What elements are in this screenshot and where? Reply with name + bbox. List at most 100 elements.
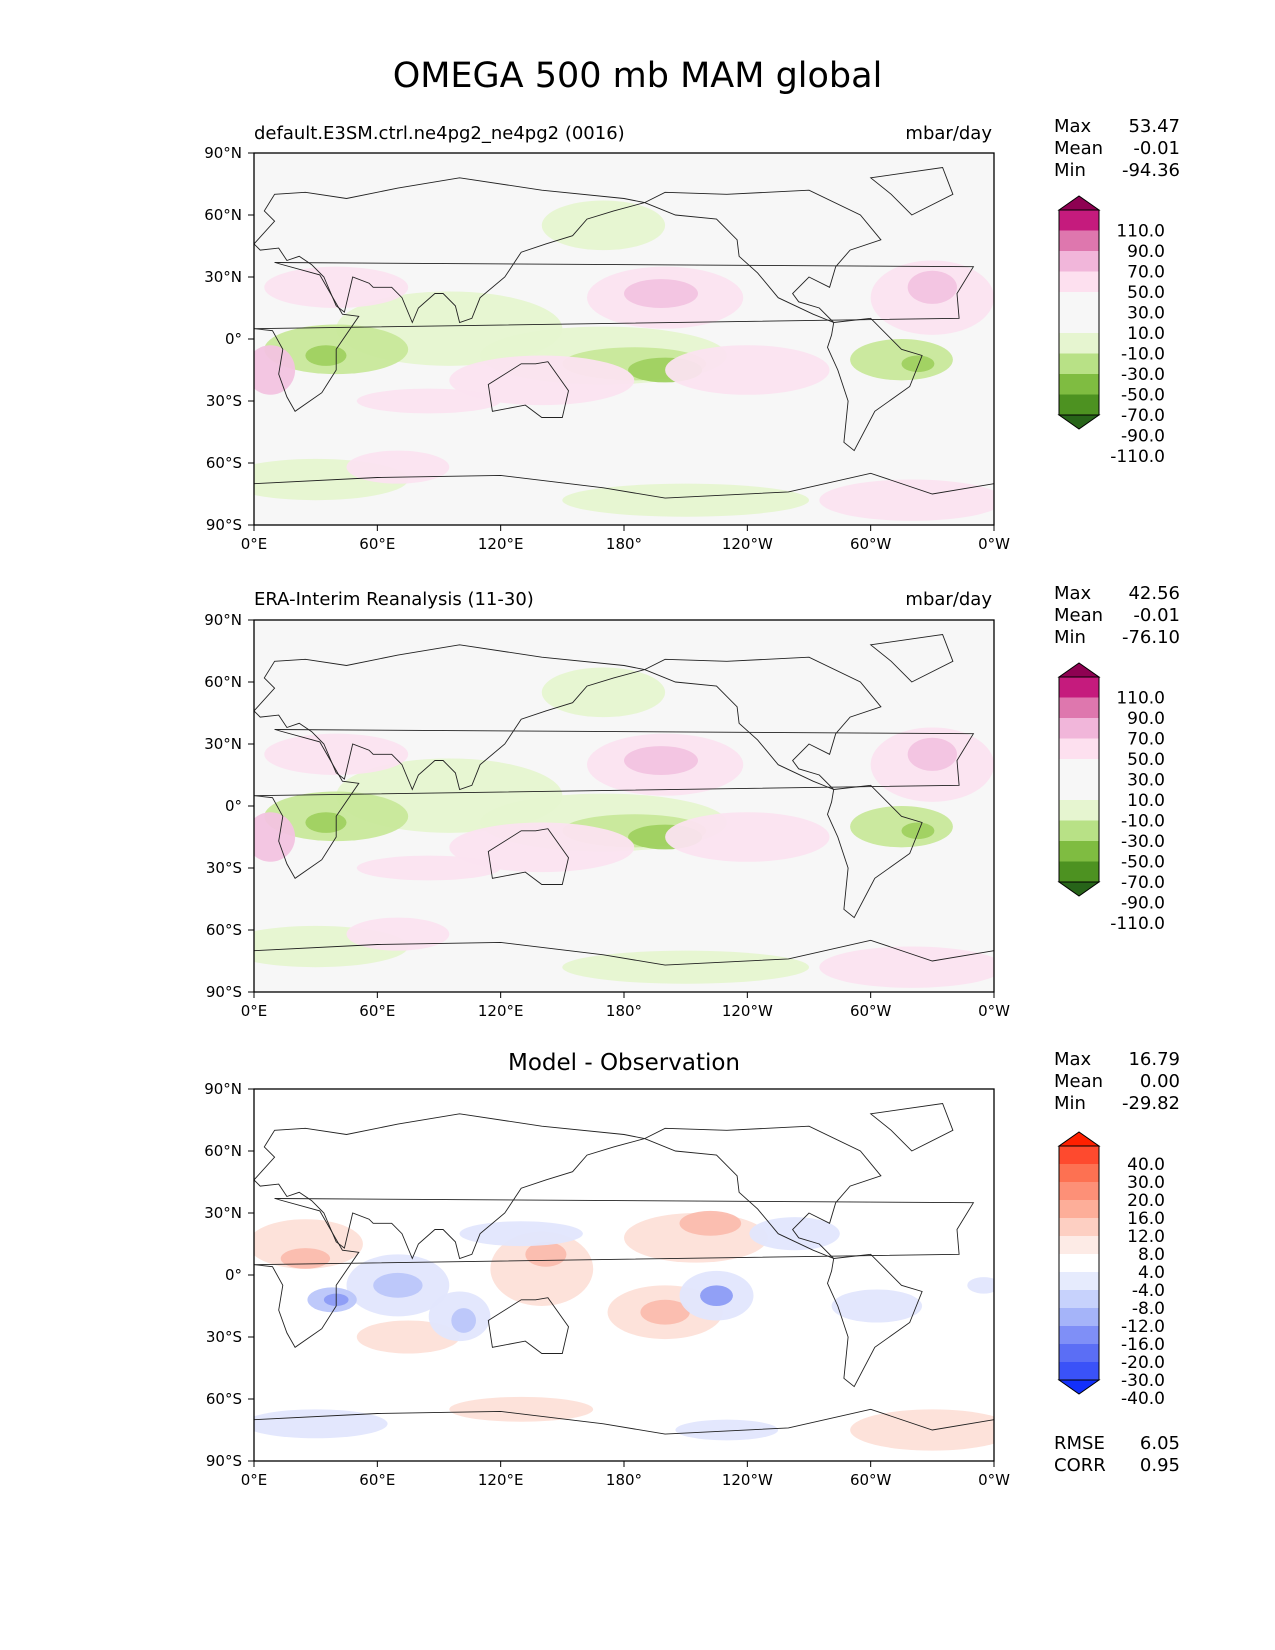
coastline-antarctica [254, 472, 994, 499]
field-contour [831, 1289, 923, 1323]
field-contour [907, 737, 957, 771]
colorbar-swatch [1059, 779, 1099, 800]
colorbar-tick-label: -90.0 [1121, 427, 1165, 447]
coastline-eurasia [254, 177, 645, 324]
colorbar-extend-max [1057, 1131, 1101, 1147]
lat-tick-label: 0° [225, 1266, 242, 1284]
stat-rmse: RMSE 6.05 [1054, 1433, 1180, 1454]
panel-3-stats: Max 16.79 Mean 0.00 Min -29.82 [1054, 1049, 1180, 1115]
lat-tick-label: 90°S [206, 516, 242, 534]
colorbar-tick-label: 40.0 [1127, 1155, 1165, 1175]
colorbar-frame [1058, 1145, 1100, 1381]
panel-3-error-stats: RMSE 6.05 CORR 0.95 [1054, 1433, 1180, 1477]
colorbar-extend-min [1057, 881, 1101, 897]
colorbar-swatch [1059, 1218, 1099, 1236]
lat-tick-label: 60°S [206, 1390, 242, 1408]
map-panel-1: 90°N 60°N 30°N 0° 30°S 60°S 90°S0°E 60°E 120°E 18… [204, 144, 1010, 553]
colorbar-tick-label: -4.0 [1132, 1281, 1165, 1301]
panel-2-units: mbar/day [905, 589, 992, 610]
lat-tick-label: 90°N [204, 1080, 242, 1098]
field-contour [254, 345, 296, 395]
coastline-australia [487, 828, 569, 885]
stat-mean: Mean -0.01 [1054, 605, 1180, 626]
colorbar-tick-label: 90.0 [1127, 709, 1165, 729]
coastlines [254, 1103, 994, 1435]
coastline-n-america [643, 1125, 882, 1259]
colorbar-swatch [1059, 1200, 1099, 1218]
colorbar-swatch [1059, 861, 1099, 882]
colorbar-tick-label: 70.0 [1127, 730, 1165, 750]
coastline-africa [254, 1198, 975, 1348]
coastline-australia [487, 361, 569, 418]
colorbar-tick-label: -110.0 [1110, 447, 1165, 467]
panel-1-stats: Max 53.47 Mean -0.01 Min -94.36 [1054, 116, 1180, 182]
colorbar-tick-label: -110.0 [1110, 914, 1165, 934]
lon-tick-label: 120°W [722, 1002, 773, 1020]
coastline-n-america [643, 189, 882, 323]
field-contour [562, 950, 810, 984]
colorbar-tick-label: 50.0 [1127, 283, 1165, 303]
field-contour [459, 1221, 583, 1247]
stat-min: Min -76.10 [1054, 627, 1180, 648]
lon-tick-label: 120°E [478, 1002, 524, 1020]
colorbar-swatch [1059, 1164, 1099, 1182]
field-contour [679, 1210, 742, 1236]
lat-tick-label: 30°S [206, 1328, 242, 1346]
colorbar-tick-label: -12.0 [1121, 1317, 1165, 1337]
lon-tick-label: 120°W [722, 1471, 773, 1489]
colorbar-swatch [1059, 1182, 1099, 1200]
coastline-greenland [869, 1103, 954, 1152]
colorbar-tick-label: -70.0 [1121, 406, 1165, 426]
lon-tick-label: 180° [606, 1471, 642, 1489]
coastline-greenland [869, 634, 954, 683]
field-contour [700, 1285, 733, 1306]
lon-tick-label: 60°E [359, 1471, 395, 1489]
field-contour [819, 479, 994, 521]
colorbar-swatch [1059, 230, 1099, 251]
colorbar-swatch [1059, 1272, 1099, 1290]
lat-tick-label: 90°N [204, 611, 242, 629]
field-contour [280, 1248, 331, 1269]
coastline-n-america [643, 656, 882, 790]
colorbar-swatch [1059, 374, 1099, 395]
stat-max: Max 16.79 [1054, 1049, 1180, 1070]
colorbar-tick-label: 110.0 [1116, 222, 1165, 242]
colorbar-extend-min [1057, 1379, 1101, 1395]
lon-tick-label: 60°W [850, 535, 892, 553]
colorbar-swatch [1059, 251, 1099, 272]
field-contour [305, 345, 347, 366]
field-contour [562, 483, 810, 517]
field-contour [373, 1272, 423, 1298]
lon-tick-label: 60°E [359, 1002, 395, 1020]
field-contour [819, 946, 994, 988]
lat-tick-label: 90°N [204, 144, 242, 162]
lat-tick-label: 60°N [204, 206, 242, 224]
coastline-s-america [827, 1253, 923, 1388]
field-contour [850, 806, 953, 848]
lon-tick-label: 0°W [978, 535, 1010, 553]
colorbar-3: 40.030.020.016.012.08.04.0-4.0-8.0-12.0-… [1057, 1131, 1165, 1409]
field-contour [346, 917, 450, 951]
colorbar-extend-max [1057, 195, 1101, 211]
stat-mean: Mean 0.00 [1054, 1071, 1180, 1092]
colorbar-tick-label: 10.0 [1127, 324, 1165, 344]
lat-tick-label: 60°S [206, 454, 242, 472]
colorbar-tick-label: -30.0 [1121, 832, 1165, 852]
colorbar-tick-label: -50.0 [1121, 386, 1165, 406]
field-contour [624, 279, 698, 308]
colorbar-swatch [1059, 312, 1099, 333]
colorbar-swatch [1059, 271, 1099, 292]
panel-2-stats: Max 42.56 Mean -0.01 Min -76.10 [1054, 583, 1180, 649]
lon-tick-label: 180° [606, 1002, 642, 1020]
coastline-africa [254, 262, 975, 412]
main-title: OMEGA 500 mb MAM global [392, 56, 883, 96]
lon-tick-label: 180° [606, 535, 642, 553]
colorbar-frame [1058, 676, 1100, 883]
field-contour [356, 855, 501, 881]
colorbar-swatch [1059, 800, 1099, 821]
lon-tick-label: 120°E [478, 1471, 524, 1489]
stat-min: Min -29.82 [1054, 1093, 1180, 1114]
colorbar-swatch [1059, 1254, 1099, 1272]
lon-tick-label: 60°W [850, 1002, 892, 1020]
